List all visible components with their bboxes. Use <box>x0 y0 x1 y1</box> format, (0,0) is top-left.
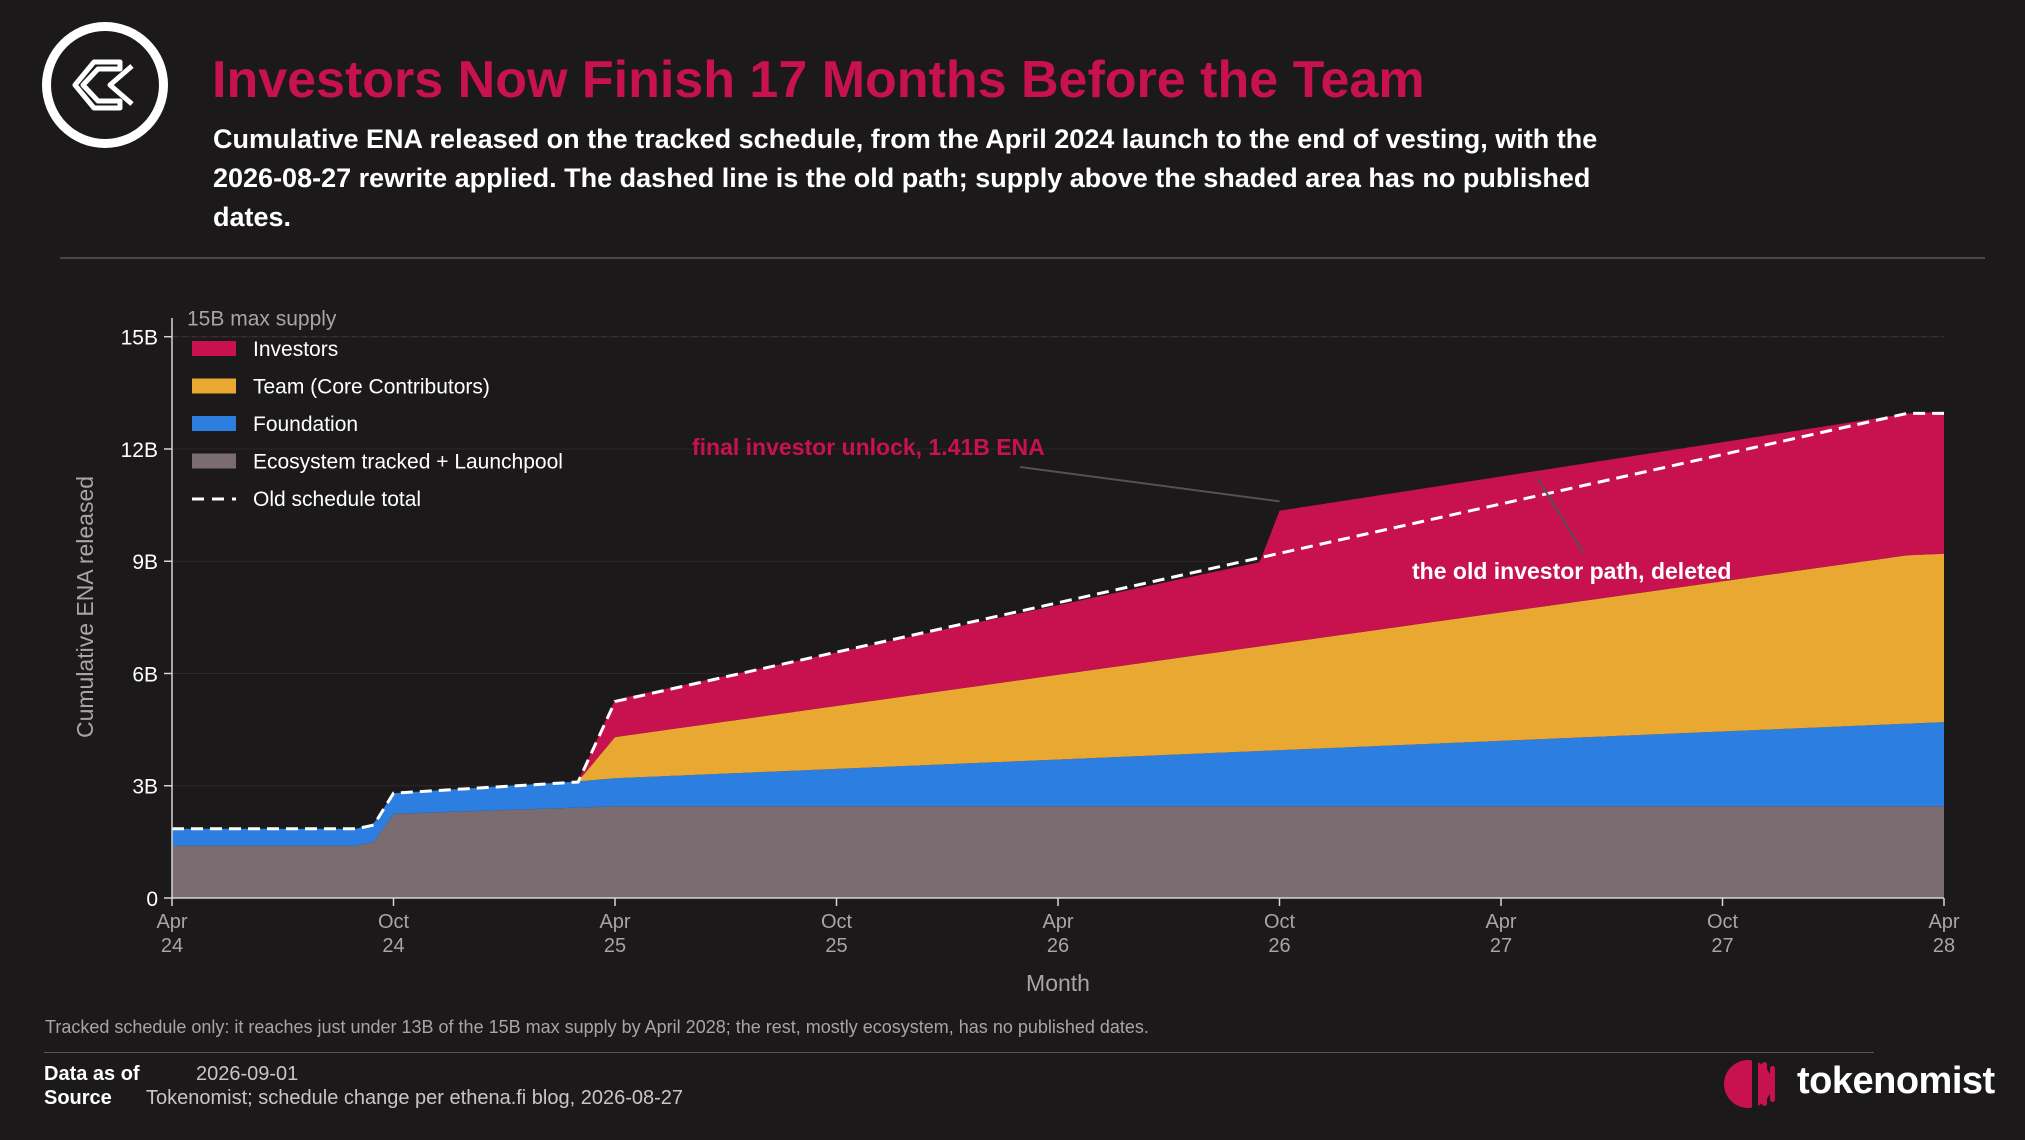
max-supply-label: 15B max supply <box>187 308 337 331</box>
x-tick-label: Oct 27 <box>1707 911 1739 957</box>
annotation-leader-line <box>1019 466 1280 503</box>
series-area-foundation <box>172 722 1944 846</box>
y-tick-label: 12B <box>121 439 158 462</box>
y-axis-label: Cumulative ENA released <box>72 476 98 738</box>
x-tick-label: Apr 26 <box>1042 911 1073 957</box>
series-area-team-core-contributors <box>172 553 1944 829</box>
footer-divider <box>44 1052 1874 1053</box>
y-tick-label: 0 <box>146 888 158 911</box>
legend-label: Old schedule total <box>253 488 421 511</box>
chart-title: Investors Now Finish 17 Months Before th… <box>212 51 1425 109</box>
legend-swatch <box>192 378 236 394</box>
x-axis-label: Month <box>1026 970 1090 996</box>
logo <box>42 22 168 148</box>
y-tick-label: 9B <box>132 551 158 574</box>
header-divider <box>60 257 1985 259</box>
y-tick-label: 15B <box>121 327 158 350</box>
legend-swatch <box>192 453 236 469</box>
source-value: Tokenomist; schedule change per ethena.f… <box>146 1087 684 1109</box>
series-area-ecosystem-tracked-launchpool <box>172 806 1944 898</box>
legend-label: Ecosystem tracked + Launchpool <box>253 451 563 474</box>
x-tick-label: Apr 24 <box>156 911 187 957</box>
x-tick-label: Apr 28 <box>1928 911 1959 957</box>
annotation-leader-line <box>1537 478 1584 553</box>
y-tick-label: 6B <box>132 663 158 686</box>
brand: tokenomist <box>1722 1056 1995 1112</box>
legend-swatch <box>192 416 236 431</box>
x-tick-label: Oct 24 <box>378 911 410 957</box>
old-schedule-total-line <box>172 411 1944 831</box>
footnote: Tracked schedule only: it reaches just u… <box>45 1017 1149 1037</box>
legend-swatch <box>192 341 236 356</box>
x-tick-label: Oct 26 <box>1264 911 1296 957</box>
legend-label: Investors <box>253 338 338 361</box>
annotation-final-investor-unlock: final investor unlock, 1.41B ENA <box>692 434 1045 460</box>
tokenomist-mark-icon <box>1724 1060 1775 1108</box>
x-tick-label: Oct 25 <box>821 911 853 957</box>
source-label: Source <box>44 1087 112 1109</box>
legend-label: Team (Core Contributors) <box>253 376 490 399</box>
series-area-investors <box>172 411 1944 829</box>
brand-name: tokenomist <box>1797 1060 1995 1102</box>
cumulative-release-chart: 15B max supply 0 3B 6B 9B 12B 15B Apr 24 Oct 24 Ap… <box>72 308 1960 996</box>
x-tick-label: Apr 25 <box>599 911 630 957</box>
chart-subtitle: Cumulative ENA released on the tracked s… <box>213 124 1598 232</box>
y-tick-label: 3B <box>132 776 158 799</box>
data-as-of-value: 2026-09-01 <box>196 1063 299 1085</box>
x-tick-label: Apr 27 <box>1485 911 1516 957</box>
annotation-old-investor-path: the old investor path, deleted <box>1412 558 1731 584</box>
data-as-of-label: Data as of <box>44 1063 140 1085</box>
sigma-logo-icon <box>72 59 134 111</box>
legend-label: Foundation <box>253 413 358 436</box>
